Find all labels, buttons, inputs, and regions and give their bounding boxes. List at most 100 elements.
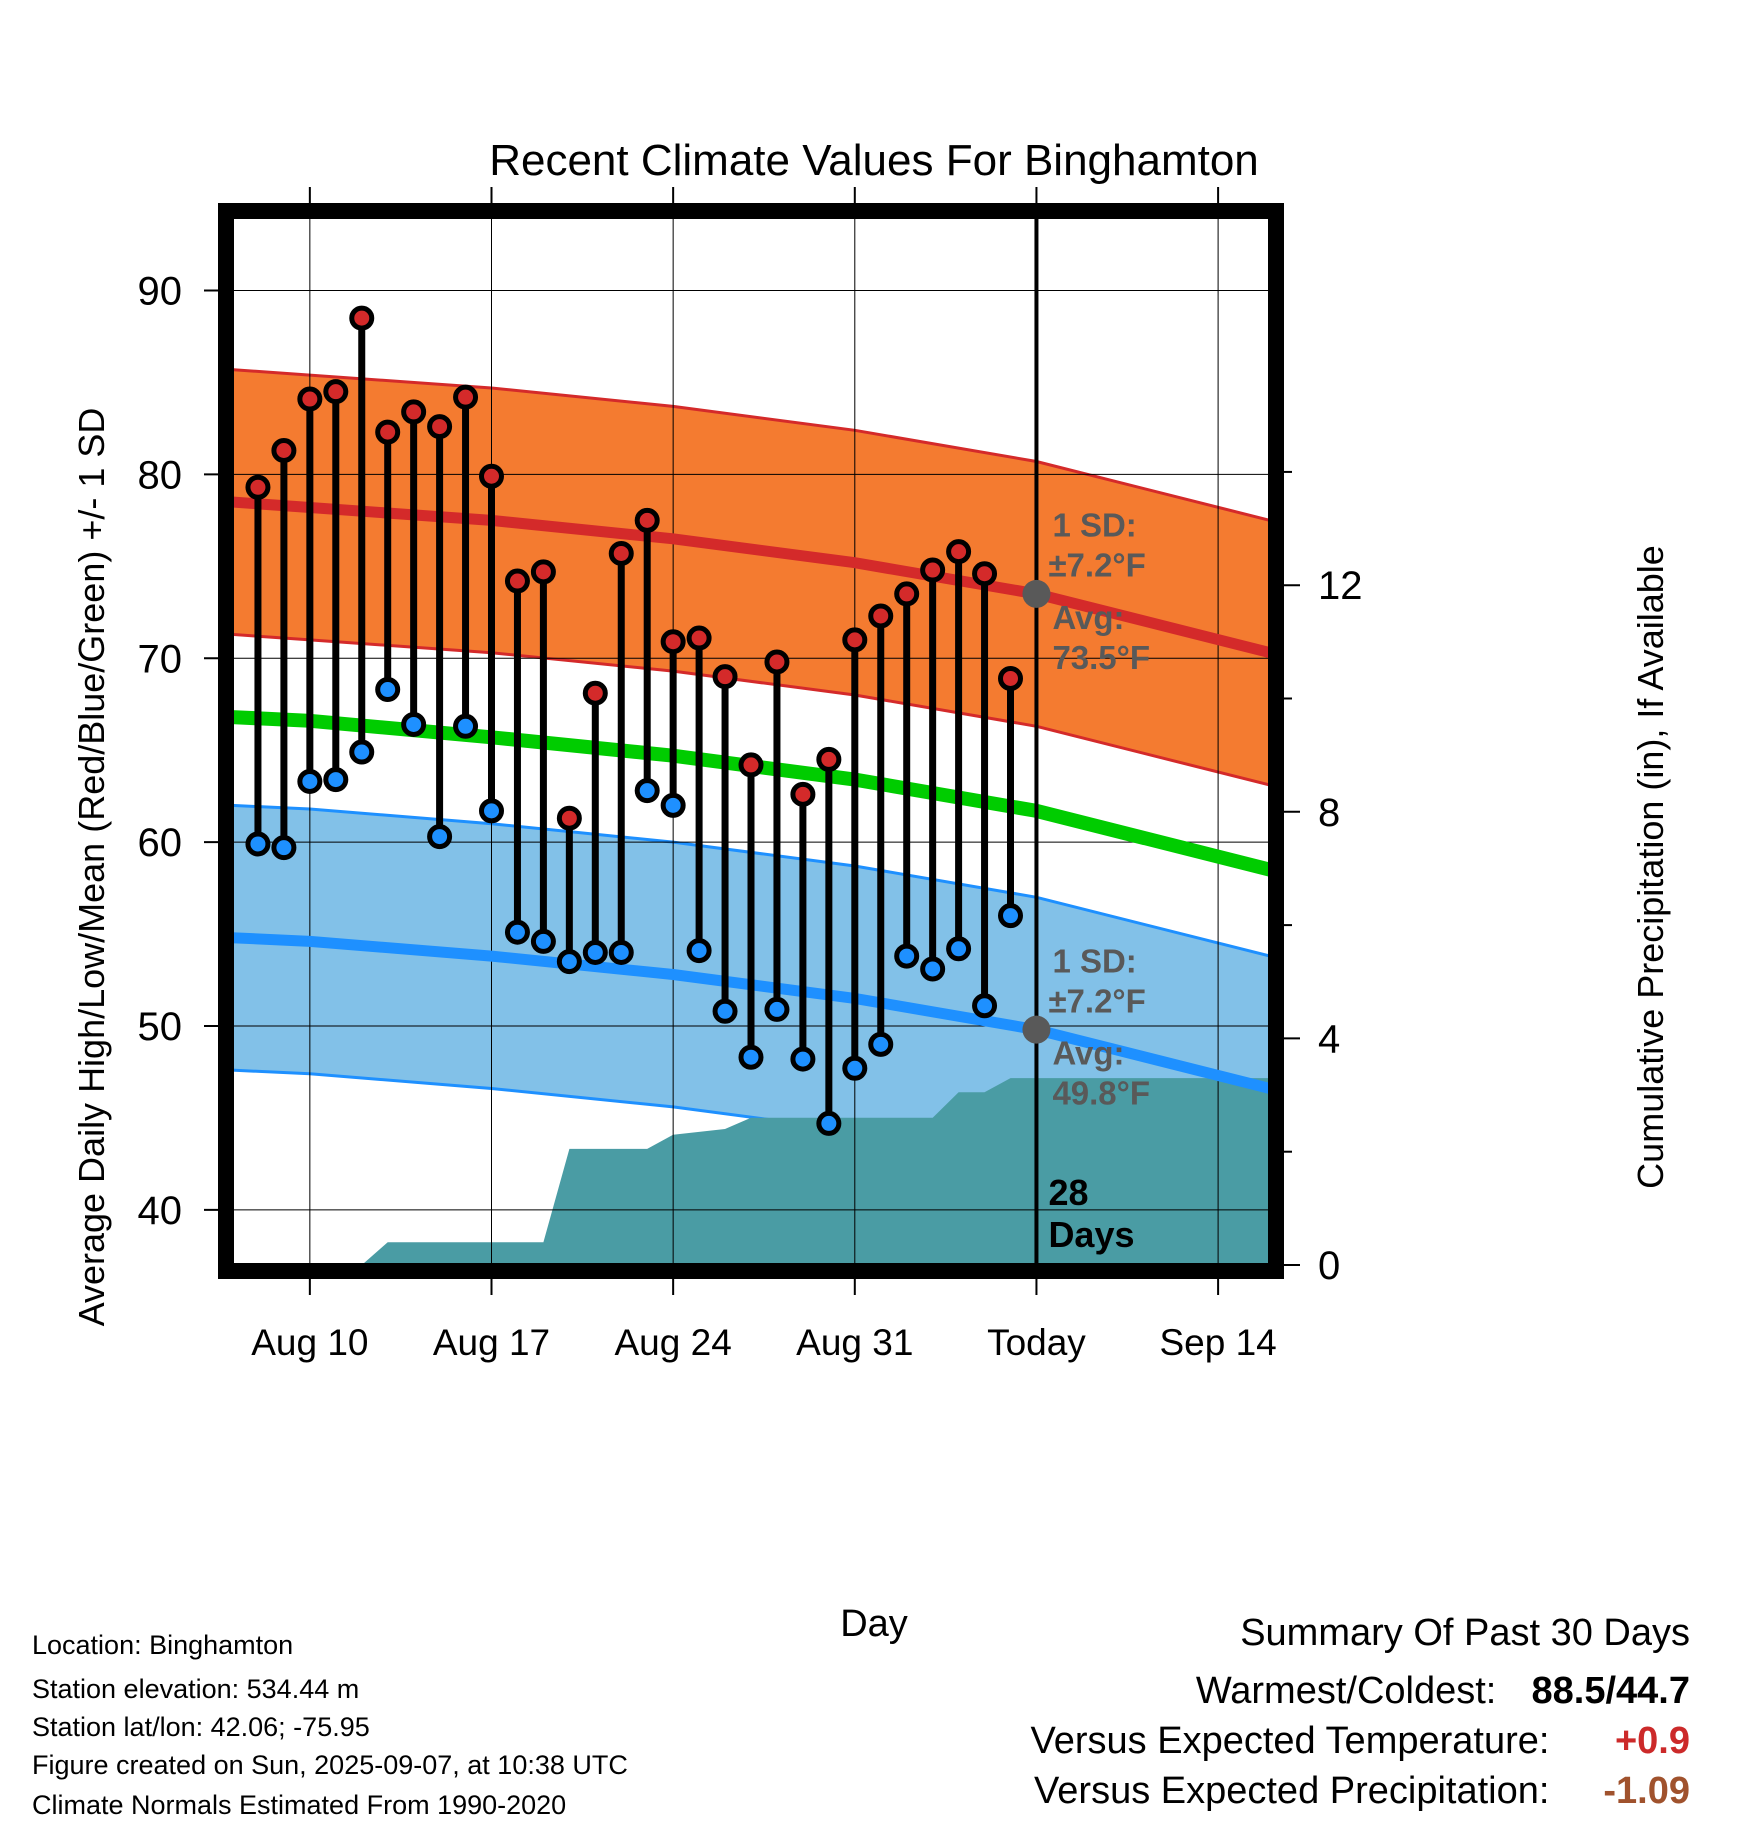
- daily-low-point: [712, 998, 738, 1024]
- daily-low-point: [245, 831, 271, 857]
- y-tick-label: 90: [138, 270, 183, 314]
- daily-low-point: [271, 835, 297, 861]
- daily-high-point: [375, 419, 401, 445]
- footer-location: Location: Binghamton: [32, 1630, 294, 1660]
- summary-warm-cold-row: Warmest/Coldest: 88.5/44.7: [1196, 1670, 1690, 1713]
- daily-low-point: [686, 938, 712, 964]
- daily-low-point: [738, 1044, 764, 1070]
- summary-title: Summary Of Past 30 Days: [1240, 1612, 1690, 1654]
- daily-low-point: [920, 956, 946, 982]
- precip-days-label: Days: [1048, 1214, 1134, 1255]
- daily-high-point: [530, 559, 556, 585]
- high-sd-value: ±7.2°F: [1048, 547, 1145, 584]
- low-sd-label: 1 SD:: [1052, 942, 1136, 979]
- summary-precip-label: Versus Expected Precipitation:: [1034, 1770, 1550, 1812]
- daily-high-point: [556, 805, 582, 831]
- daily-low-point: [634, 778, 660, 804]
- daily-high-point: [271, 438, 297, 464]
- daily-high-point: [920, 557, 946, 583]
- today-low-normal-marker: [1022, 1015, 1051, 1044]
- high-avg-label: Avg:: [1052, 599, 1124, 636]
- daily-low-point: [764, 996, 790, 1022]
- y2-tick-label: 12: [1318, 564, 1363, 608]
- daily-high-point: [738, 752, 764, 778]
- daily-high-point: [764, 649, 790, 675]
- daily-low-point: [375, 677, 401, 703]
- footer-latlon: Station lat/lon: 42.06; -75.95: [32, 1712, 370, 1742]
- daily-high-point: [868, 603, 894, 629]
- daily-low-point: [401, 711, 427, 737]
- summary-precip-row: Versus Expected Precipitation: -1.09: [1034, 1770, 1690, 1813]
- summary-precip-value: -1.09: [1603, 1770, 1690, 1812]
- y2-tick-label: 8: [1318, 791, 1340, 835]
- daily-high-point: [582, 680, 608, 706]
- summary-temp-value: +0.9: [1614, 1720, 1690, 1762]
- daily-high-point: [427, 414, 453, 440]
- daily-high-point: [453, 384, 479, 410]
- y2-tick-label: 4: [1318, 1017, 1340, 1061]
- daily-low-point: [530, 928, 556, 954]
- y-tick-label: 40: [138, 1189, 183, 1233]
- daily-high-point: [842, 627, 868, 653]
- y2-tick-label: 0: [1318, 1244, 1340, 1288]
- x-tick-label: Today: [987, 1322, 1086, 1363]
- chart-title: Recent Climate Values For Binghamton: [489, 136, 1259, 185]
- precip-days-count: 28: [1048, 1172, 1088, 1213]
- plot-frame: [218, 203, 1284, 1279]
- daily-low-point: [556, 949, 582, 975]
- y-tick-label: 50: [138, 1005, 183, 1049]
- summary-coldest-value: 44.7: [1616, 1670, 1690, 1712]
- daily-low-point: [297, 768, 323, 794]
- daily-low-point: [479, 798, 504, 824]
- daily-high-point: [608, 540, 634, 566]
- daily-high-point: [972, 561, 998, 587]
- daily-low-point: [453, 713, 479, 739]
- daily-low-point: [504, 919, 530, 945]
- daily-low-point: [582, 939, 608, 965]
- daily-low-point: [842, 1055, 868, 1081]
- precip-area: [232, 1078, 1270, 1265]
- summary-temp-row: Versus Expected Temperature: +0.9: [1031, 1720, 1690, 1763]
- daily-high-point: [401, 399, 427, 425]
- daily-low-point: [816, 1110, 842, 1136]
- x-tick-label: Aug 31: [796, 1322, 913, 1363]
- footer-normals-period: Climate Normals Estimated From 1990-2020: [32, 1790, 567, 1820]
- daily-low-point: [868, 1031, 894, 1057]
- daily-low-point: [608, 939, 634, 965]
- daily-high-point: [686, 625, 712, 651]
- daily-high-point: [297, 386, 323, 412]
- x-axis-label: Day: [840, 1603, 908, 1645]
- footer-elevation: Station elevation: 534.44 m: [32, 1674, 360, 1704]
- high-avg-value: 73.5°F: [1052, 639, 1150, 676]
- daily-low-point: [894, 943, 920, 969]
- daily-high-point: [816, 746, 842, 772]
- y-tick-label: 80: [138, 453, 183, 497]
- summary-temp-label: Versus Expected Temperature:: [1030, 1720, 1550, 1762]
- daily-low-point: [790, 1046, 816, 1072]
- high-sd-label: 1 SD:: [1052, 507, 1136, 544]
- x-tick-label: Aug 24: [615, 1322, 732, 1363]
- low-avg-label: Avg:: [1052, 1035, 1124, 1072]
- daily-high-point: [634, 507, 660, 533]
- daily-low-point: [660, 792, 686, 818]
- daily-high-point: [946, 539, 972, 565]
- y2-axis-label: Cumulative Precipitation (in), If Availa…: [1630, 545, 1671, 1189]
- daily-high-point: [894, 581, 920, 607]
- summary-warmest-value: 88.5: [1531, 1670, 1606, 1712]
- low-sd-value: ±7.2°F: [1048, 982, 1145, 1019]
- daily-high-point: [245, 474, 271, 500]
- summary-warm-cold-label: Warmest/Coldest:: [1195, 1670, 1497, 1712]
- daily-high-point: [504, 568, 530, 594]
- daily-high-point: [349, 305, 375, 331]
- daily-high-point: [790, 781, 816, 807]
- daily-high-point: [712, 664, 738, 690]
- daily-low-point: [349, 739, 375, 765]
- daily-high-point: [660, 629, 686, 655]
- daily-high-point: [998, 665, 1023, 691]
- footer-created: Figure created on Sun, 2025-09-07, at 10…: [32, 1750, 628, 1780]
- plot-inner: [232, 217, 1270, 1265]
- summary-slash: /: [1605, 1670, 1617, 1712]
- y-tick-label: 70: [138, 637, 183, 681]
